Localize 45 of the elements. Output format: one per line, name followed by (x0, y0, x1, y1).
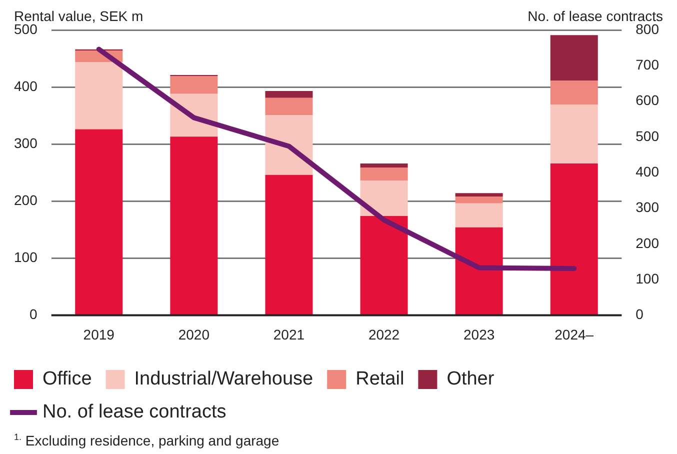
bar (360, 180, 408, 216)
y2-tick-label: 700 (636, 56, 660, 73)
bar (265, 114, 313, 175)
x-tick-label: 2024– (554, 326, 594, 342)
legend-label: Office (42, 368, 92, 390)
legend-label: Other (446, 368, 495, 390)
bar (265, 174, 313, 314)
bar (170, 76, 218, 94)
y2-tick-label: 300 (636, 199, 660, 216)
y-tick-label: 0 (30, 306, 38, 322)
y2-tick-label: 100 (636, 270, 660, 286)
bar (265, 98, 313, 115)
bar (75, 129, 123, 314)
bar (455, 227, 503, 314)
y2-tick-label: 600 (636, 92, 660, 108)
x-tick-label: 2020 (178, 326, 210, 342)
bar (455, 203, 503, 228)
bar (455, 193, 503, 197)
x-tick-label: 2021 (273, 326, 305, 342)
y2-tick-label: 0 (636, 306, 644, 322)
x-tick-label: 2023 (463, 326, 495, 342)
x-tick-label: 2019 (83, 326, 115, 342)
legend-label: No. of lease contracts (42, 402, 226, 423)
y2-tick-label: 200 (636, 234, 660, 251)
bar (170, 136, 218, 314)
x-tick-label: 2022 (368, 326, 400, 342)
y-tick-label: 400 (14, 78, 38, 94)
legend-label: Retail (356, 368, 404, 390)
bar (360, 216, 408, 314)
bar (550, 35, 598, 81)
text: $^{1.}$ Excluding residence, parking and garage (14, 432, 280, 449)
y2-tick-label: 400 (636, 163, 660, 180)
bar (75, 62, 123, 130)
y2-tick-label: 500 (636, 128, 660, 144)
y-tick-label: 200 (14, 192, 38, 208)
bar (455, 196, 503, 204)
bar (360, 167, 408, 181)
y-tick-label: 100 (14, 249, 38, 266)
bar (360, 163, 408, 168)
bar (265, 91, 313, 98)
legend-label: Industrial/Warehouse (134, 368, 314, 390)
bar (550, 104, 598, 164)
bar (550, 163, 598, 314)
y-tick-label: 300 (14, 134, 38, 151)
bar (550, 80, 598, 105)
